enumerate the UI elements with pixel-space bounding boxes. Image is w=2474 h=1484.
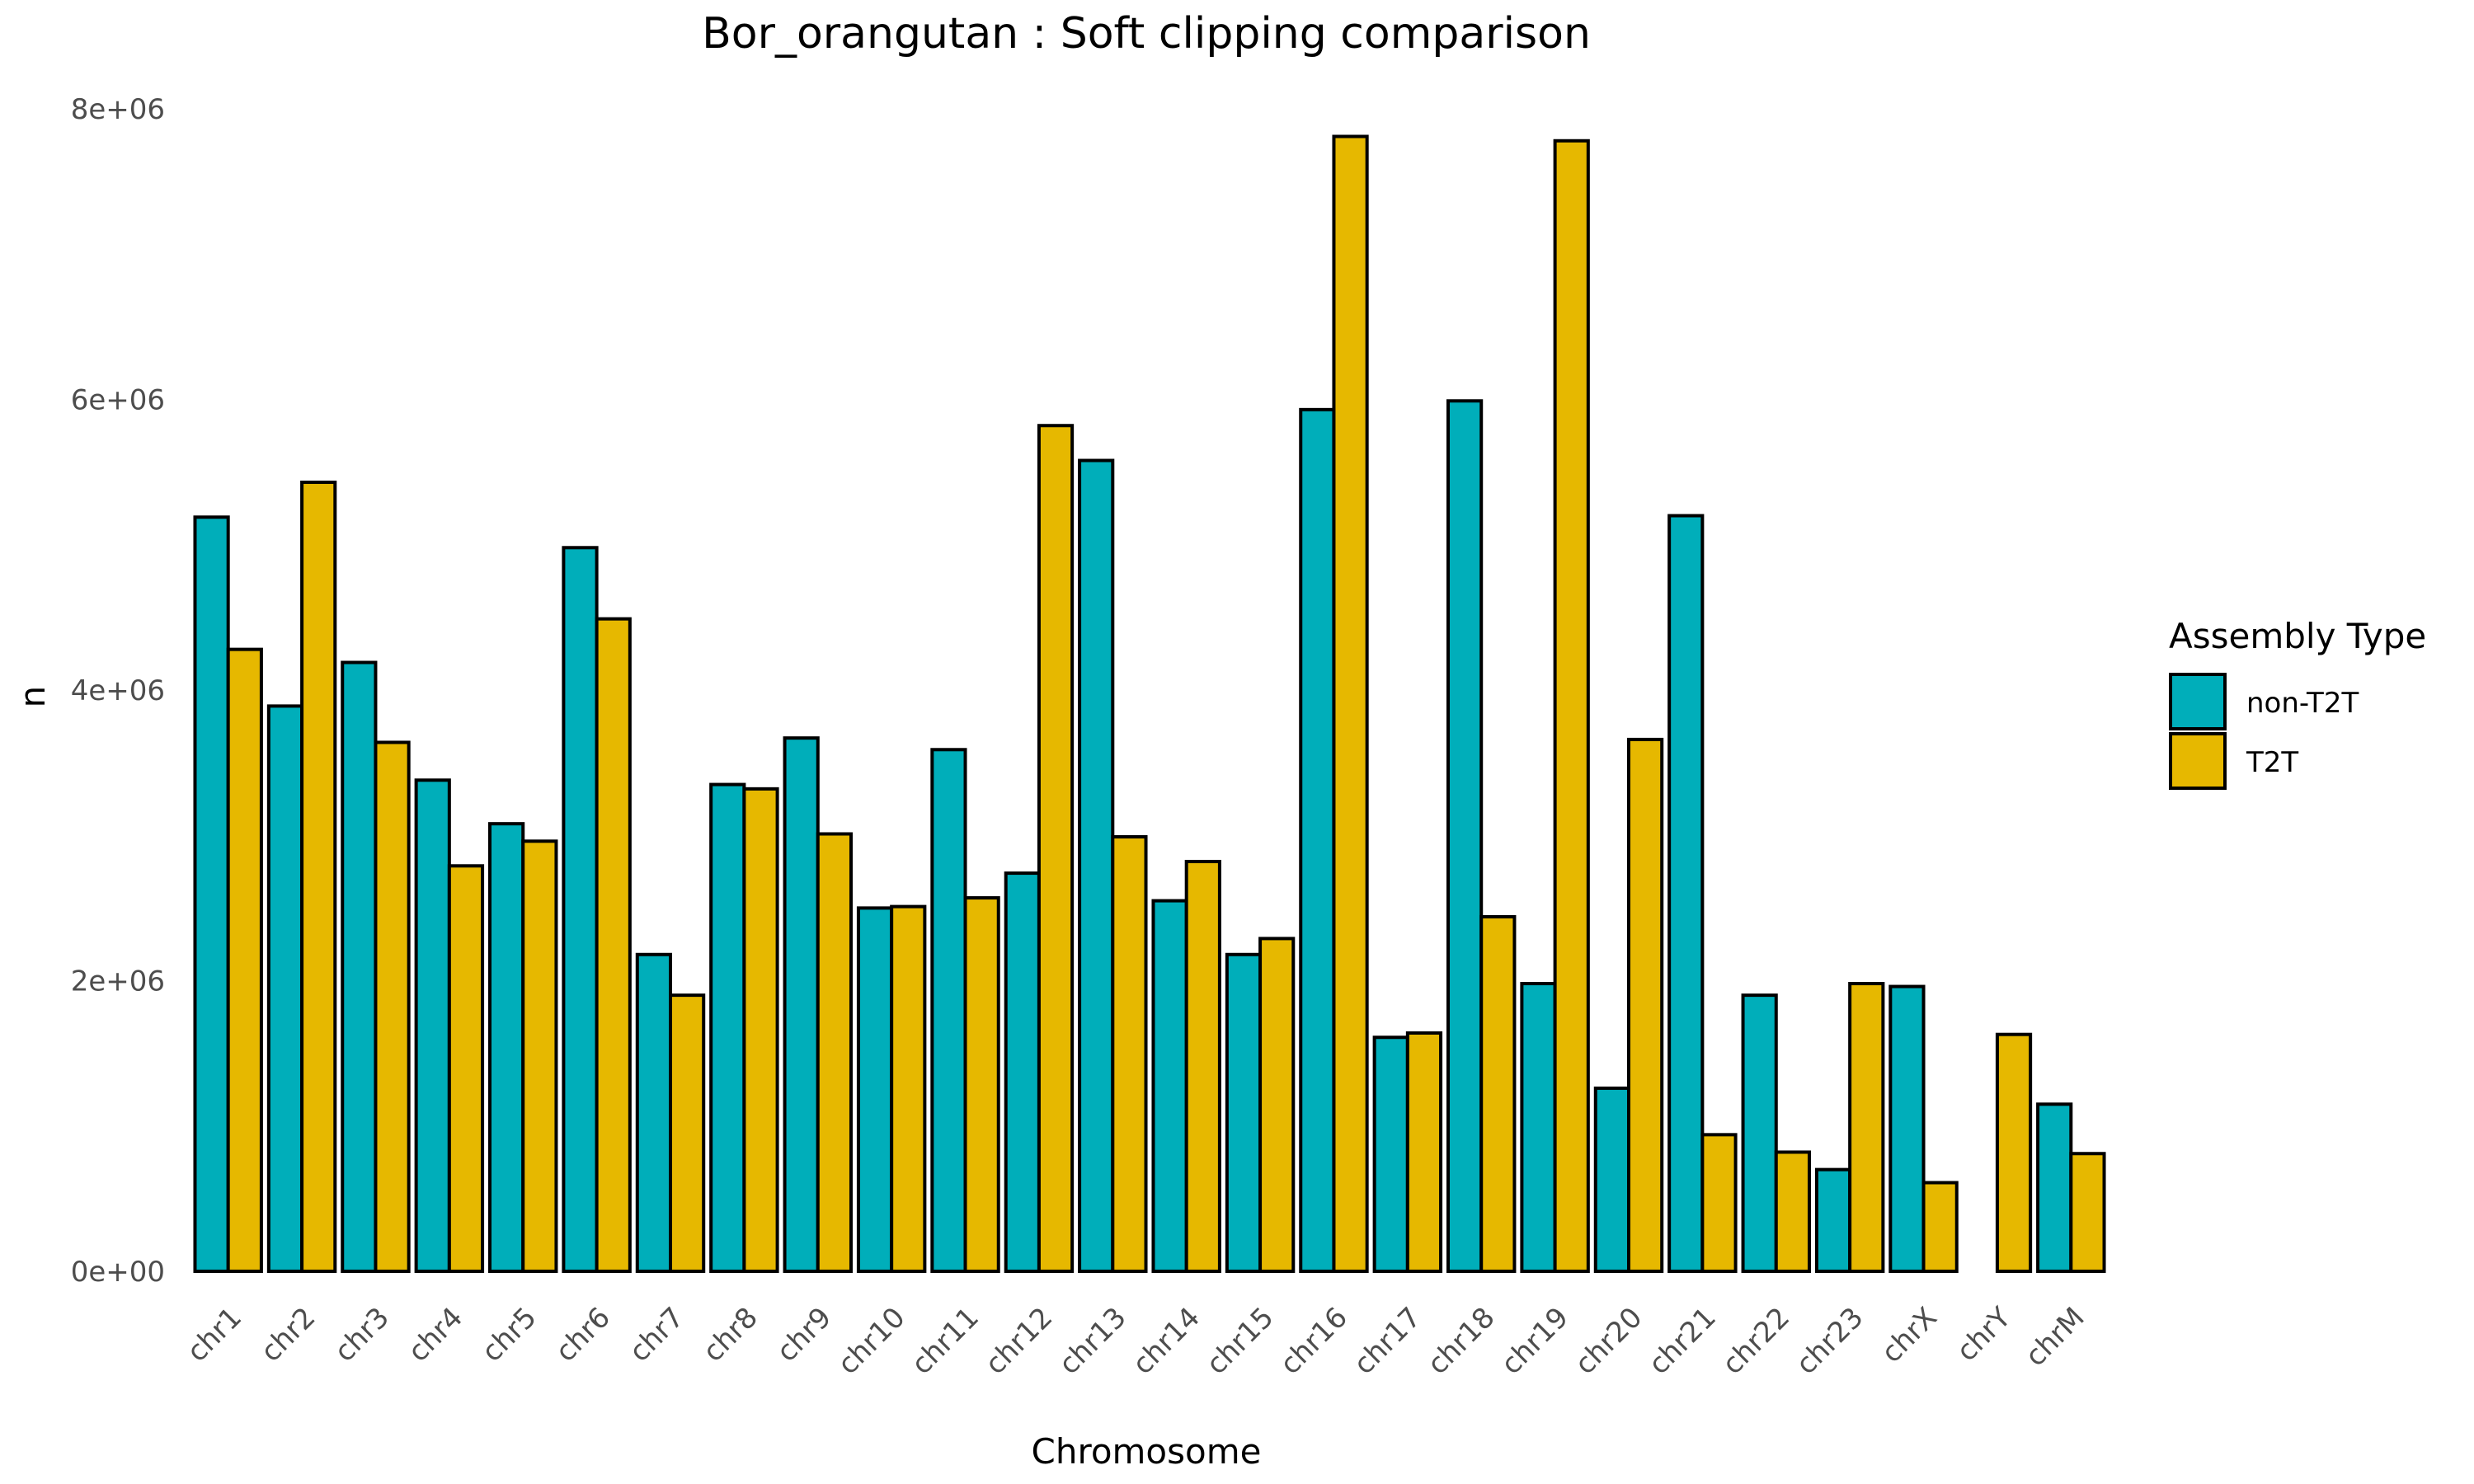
bar-non-t2t-chr19 (1520, 982, 1557, 1274)
bar-t2t-chr13 (1111, 835, 1148, 1273)
x-tick-label: chr5 (476, 1301, 543, 1369)
bar-non-t2t-chr1 (193, 515, 230, 1273)
x-axis-ticks: chr1 chr2 chr3 chr4 chr5 chr6 chr7 chr8 chr9chr1… (181, 1301, 2091, 1381)
bar-t2t-chr9 (816, 832, 853, 1273)
legend-label: T2T (2246, 746, 2298, 779)
x-tick-label: chr9 (770, 1301, 838, 1369)
bar-t2t-chrY (1995, 1032, 2033, 1273)
x-tick-label: chr16 (1274, 1301, 1354, 1381)
chart-title: Bor_orangutan : Soft clipping comparison (702, 9, 1591, 59)
bar-t2t-chrM (2069, 1152, 2106, 1273)
bar-t2t-chrX (1921, 1181, 1959, 1273)
bar-non-t2t-chr13 (1078, 458, 1115, 1273)
legend: Assembly Type non-T2T T2T (2169, 616, 2426, 790)
bar-non-t2t-chr16 (1299, 407, 1336, 1274)
bar-t2t-chr15 (1258, 937, 1296, 1273)
bar-t2t-chr1 (226, 647, 263, 1273)
bar-non-t2t-chr10 (856, 906, 894, 1274)
x-tick-label: chr7 (623, 1301, 690, 1369)
x-tick-label: chr15 (1200, 1301, 1280, 1381)
x-tick-label: chr20 (1569, 1301, 1649, 1381)
bar-non-t2t-chr18 (1446, 399, 1484, 1273)
bar-t2t-chr14 (1184, 859, 1221, 1273)
bar-non-t2t-chrX (1888, 984, 1926, 1274)
x-tick-label: chr2 (255, 1301, 322, 1369)
x-tick-label: chrM (2019, 1301, 2091, 1373)
bar-t2t-chr7 (669, 993, 706, 1274)
x-tick-label: chr3 (328, 1301, 396, 1369)
x-tick-label: chr8 (697, 1301, 764, 1369)
bar-t2t-chr6 (595, 617, 632, 1273)
legend-title: Assembly Type (2169, 616, 2426, 656)
bar-non-t2t-chr3 (341, 660, 378, 1273)
bar-non-t2t-chr12 (1004, 871, 1041, 1273)
bar-t2t-chr21 (1700, 1133, 1738, 1273)
bar-non-t2t-chr20 (1593, 1086, 1631, 1274)
bar-non-t2t-chrM (2036, 1102, 2073, 1274)
bar-t2t-chr22 (1774, 1150, 1811, 1273)
bar-non-t2t-chr6 (562, 546, 599, 1273)
x-tick-label: chr11 (905, 1301, 985, 1381)
y-tick-label: 6e+06 (71, 384, 165, 417)
bar-t2t-chr2 (300, 480, 337, 1273)
legend-key-non-t2t (2169, 673, 2227, 730)
x-tick-label: chr13 (1052, 1301, 1132, 1381)
bar-t2t-chr19 (1553, 139, 1590, 1273)
bar-t2t-chr16 (1332, 134, 1369, 1274)
bar-non-t2t-chr14 (1151, 899, 1188, 1274)
x-tick-label: chrX (1875, 1301, 1944, 1369)
x-tick-label: chr4 (402, 1301, 469, 1369)
bar-non-t2t-chr7 (635, 952, 673, 1274)
y-tick-label: 0e+00 (71, 1256, 165, 1289)
bar-t2t-chr5 (521, 839, 558, 1273)
y-tick-label: 8e+06 (71, 93, 165, 126)
x-tick-label: chr14 (1126, 1301, 1206, 1381)
y-tick-label: 2e+06 (71, 965, 165, 998)
bar-t2t-chr8 (742, 787, 779, 1273)
bar-t2t-chr10 (890, 904, 927, 1273)
x-tick-label: chr18 (1421, 1301, 1501, 1381)
bar-t2t-chr20 (1627, 737, 1664, 1273)
x-tick-label: chr17 (1348, 1301, 1427, 1381)
bar-non-t2t-chr11 (930, 748, 967, 1273)
legend-label: non-T2T (2246, 687, 2359, 720)
x-tick-label: chr6 (549, 1301, 617, 1369)
x-tick-label: chr22 (1716, 1301, 1796, 1381)
y-axis-ticks: 0e+00 2e+06 4e+06 6e+06 8e+06 (71, 93, 165, 1289)
bar-t2t-chr17 (1405, 1031, 1443, 1273)
x-tick-label: chr21 (1643, 1301, 1723, 1381)
bar-t2t-chr3 (374, 740, 411, 1273)
bar-non-t2t-chr4 (414, 778, 451, 1273)
bar-non-t2t-chr5 (488, 822, 525, 1273)
x-tick-label: chr10 (831, 1301, 911, 1381)
bar-t2t-chr18 (1479, 914, 1517, 1273)
bar-non-t2t-chr2 (266, 704, 304, 1273)
x-axis-title: Chromosome (1032, 1431, 1262, 1472)
bar-non-t2t-chr21 (1667, 514, 1705, 1273)
legend-key-t2t (2169, 732, 2227, 790)
bar-non-t2t-chr9 (783, 736, 820, 1273)
bar-t2t-chr12 (1037, 424, 1075, 1273)
bar-t2t-chr11 (963, 896, 1000, 1274)
bar-non-t2t-chr17 (1372, 1036, 1409, 1273)
bar-non-t2t-chr8 (709, 782, 746, 1273)
bar-non-t2t-chr15 (1225, 952, 1263, 1274)
bar-non-t2t-chr23 (1814, 1167, 1852, 1274)
x-tick-label: chr12 (979, 1301, 1059, 1381)
bar-t2t-chr4 (447, 864, 485, 1273)
x-tick-label: chr23 (1790, 1301, 1870, 1381)
bar-non-t2t-chr22 (1741, 993, 1778, 1274)
bar-t2t-chr23 (1848, 982, 1885, 1274)
x-tick-label: chr19 (1495, 1301, 1575, 1381)
y-axis-title: n (12, 686, 53, 708)
y-tick-label: 4e+06 (71, 674, 165, 707)
x-tick-label: chrY (1950, 1301, 2017, 1368)
bars (193, 134, 2106, 1274)
x-tick-label: chr1 (181, 1301, 248, 1369)
